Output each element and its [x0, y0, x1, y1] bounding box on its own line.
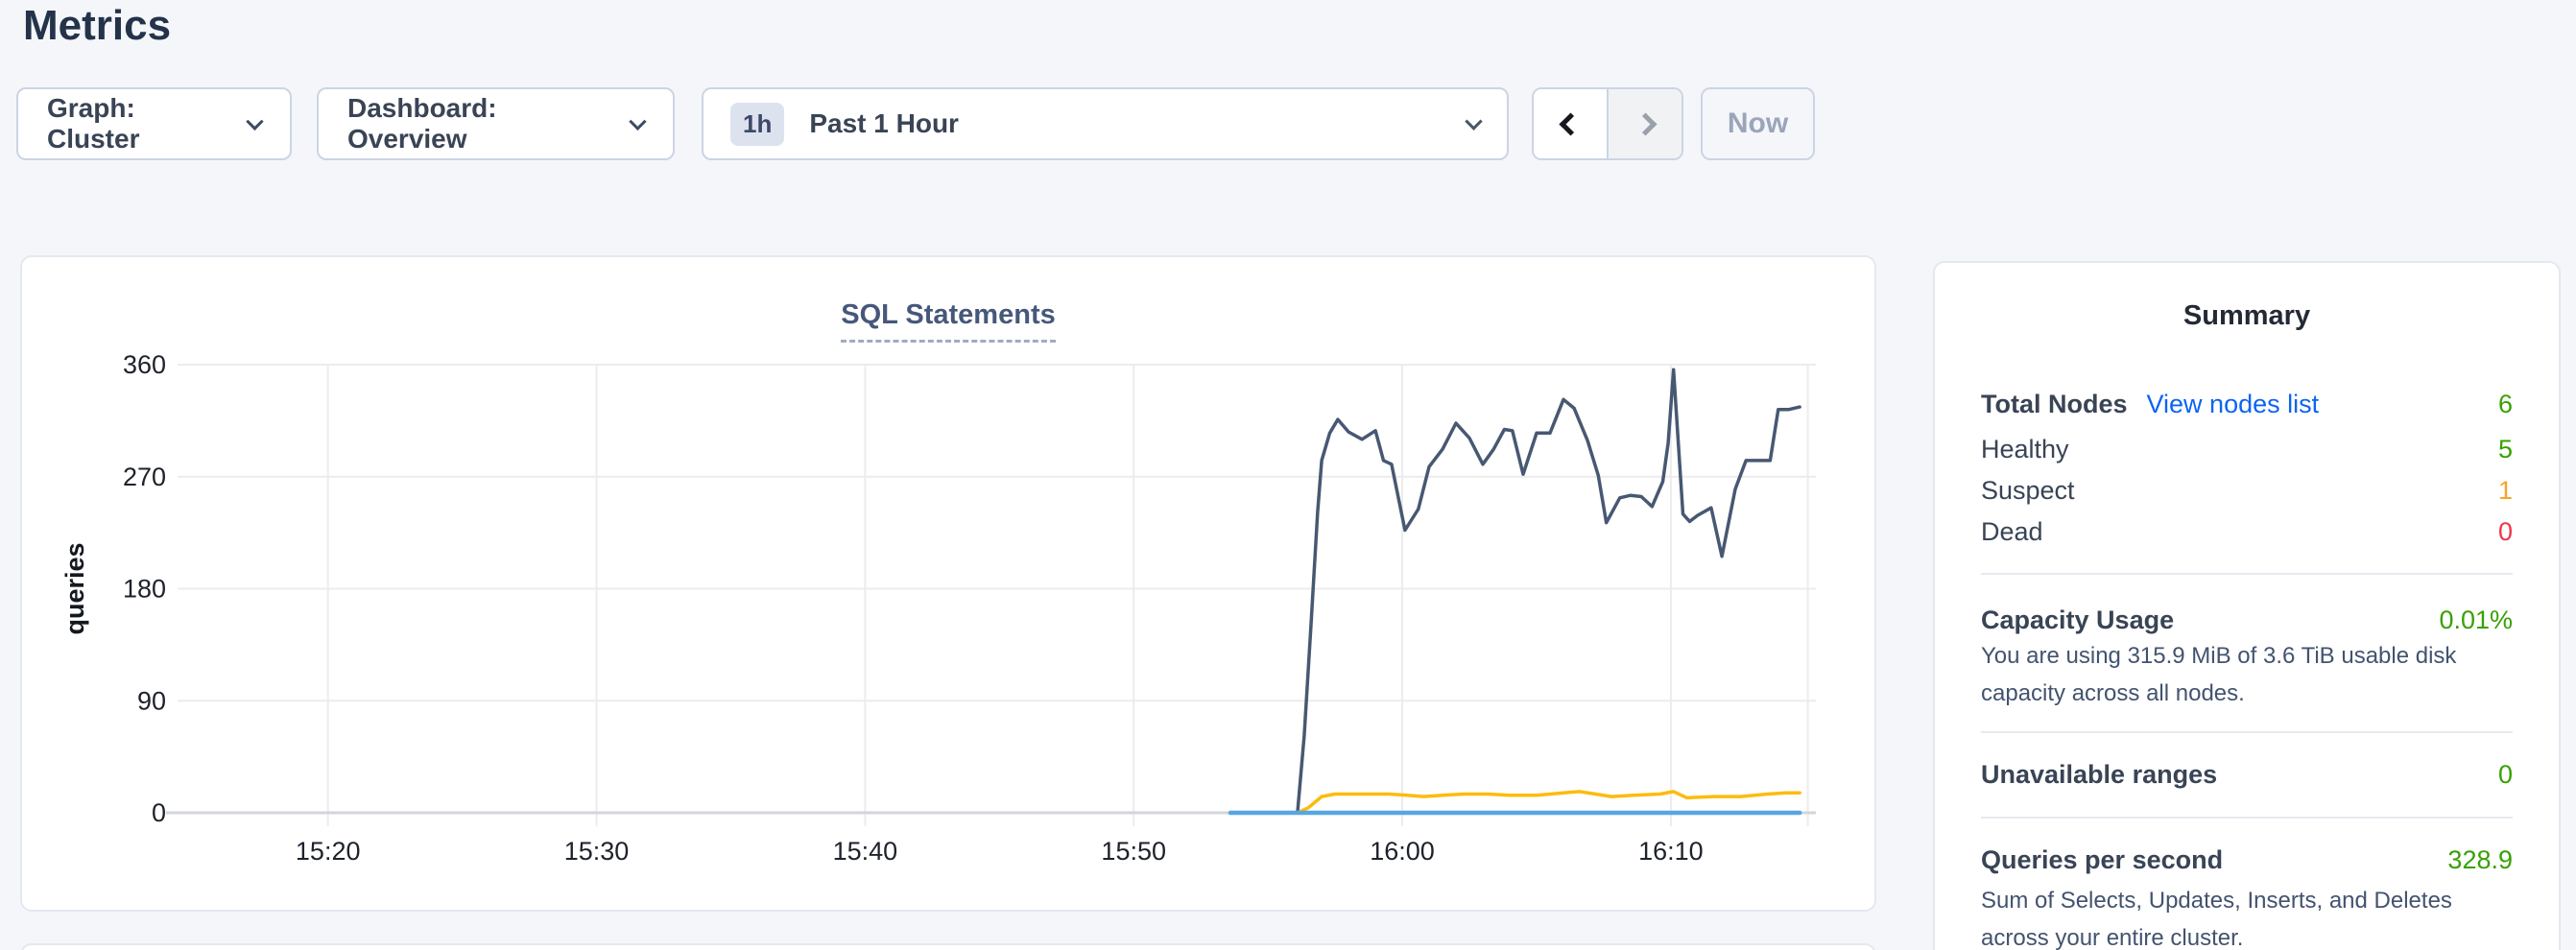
total-nodes-label: Total Nodes: [1981, 389, 2128, 418]
summary-title: Summary: [2182, 300, 2311, 331]
queries-per-second-value: 328.9: [2447, 844, 2513, 874]
queries-per-second-description: Sum of Selects, Updates, Inserts, and De…: [1981, 888, 2452, 950]
healthy-nodes-row: Healthy 5: [1981, 431, 2513, 467]
dead-value: 0: [2497, 516, 2513, 546]
chevron-down-icon: [629, 112, 647, 131]
divider: [1981, 731, 2513, 733]
y-tick-label: 270: [123, 463, 166, 491]
divider: [1981, 573, 2513, 575]
next-range-button[interactable]: [1607, 89, 1682, 158]
chart-canvas: 15:20 15:30 15:40 15:50 16:00 16:10 0 90 180 270 3…: [60, 350, 1816, 866]
x-tick-label: 15:40: [833, 837, 898, 866]
dashboard-dropdown-label: Dashboard: Overview: [347, 93, 497, 154]
y-tick-label: 360: [123, 350, 166, 379]
chevron-down-icon: [1465, 111, 1483, 131]
y-tick-label: 90: [137, 686, 166, 715]
graph-dropdown[interactable]: Graph: Cluster: [16, 87, 292, 160]
chart-title-wrap: SQL Statements: [22, 299, 1874, 343]
summary-panel: Summary Total Nodes View nodes list 6 He…: [1933, 261, 2561, 950]
unavailable-ranges-label: Unavailable ranges: [1981, 759, 2218, 789]
x-tick-label: 15:50: [1101, 837, 1166, 866]
unavailable-ranges-value: 0: [2497, 759, 2513, 789]
chevron-right-icon: [1633, 111, 1658, 136]
prev-range-button[interactable]: [1534, 89, 1607, 158]
suspect-value: 1: [2497, 475, 2513, 505]
capacity-usage-row: Capacity Usage 0.01%: [1981, 602, 2513, 638]
dead-nodes-row: Dead 0: [1981, 513, 2513, 550]
time-range-dropdown[interactable]: 1h Past 1 Hour: [702, 87, 1509, 160]
y-tick-label: 180: [123, 575, 166, 604]
x-tick-label: 16:10: [1638, 837, 1704, 866]
total-nodes-value: 6: [2497, 389, 2513, 418]
chart-title[interactable]: SQL Statements: [841, 299, 1056, 343]
dead-label: Dead: [1981, 516, 2043, 546]
dashboard-dropdown[interactable]: Dashboard: Overview: [317, 87, 675, 160]
next-chart-card: [20, 943, 1876, 950]
chevron-left-icon: [1558, 111, 1583, 136]
total-nodes-row: Total Nodes View nodes list 6: [1981, 386, 2513, 422]
view-nodes-list-link[interactable]: View nodes list: [2146, 389, 2320, 418]
healthy-value: 5: [2497, 434, 2513, 463]
divider: [1981, 817, 2513, 819]
capacity-usage-description: You are using 315.9 MiB of 3.6 TiB usabl…: [1981, 643, 2457, 706]
x-tick-label: 15:20: [296, 837, 361, 866]
queries-per-second-label: Queries per second: [1981, 844, 2224, 874]
unavailable-ranges-row: Unavailable ranges 0: [1981, 756, 2513, 793]
series-line-statements-yellow: [1296, 790, 1801, 815]
suspect-nodes-row: Suspect 1: [1981, 472, 2513, 509]
now-button[interactable]: Now: [1701, 87, 1815, 160]
graph-dropdown-label: Graph: Cluster: [47, 93, 140, 154]
time-range-nav: [1532, 87, 1683, 160]
page-title: Metrics: [23, 2, 172, 49]
y-axis-label: queries: [60, 542, 89, 634]
healthy-label: Healthy: [1981, 434, 2069, 463]
x-tick-label: 16:00: [1370, 837, 1435, 866]
sql-statements-chart-card: SQL Statements 15:20 15:30 15:40 15:50 16:00…: [20, 255, 1876, 912]
chevron-down-icon: [246, 112, 264, 131]
capacity-usage-value: 0.01%: [2439, 605, 2513, 634]
capacity-usage-label: Capacity Usage: [1981, 605, 2175, 634]
queries-per-second-row: Queries per second 328.9: [1981, 842, 2513, 878]
series-line-statements-dark: [1296, 368, 1801, 815]
suspect-label: Suspect: [1981, 475, 2075, 505]
time-range-badge: 1h: [730, 102, 785, 146]
time-range-label: Past 1 Hour: [809, 108, 959, 138]
y-tick-label: 0: [152, 798, 166, 827]
x-tick-label: 15:30: [564, 837, 630, 866]
